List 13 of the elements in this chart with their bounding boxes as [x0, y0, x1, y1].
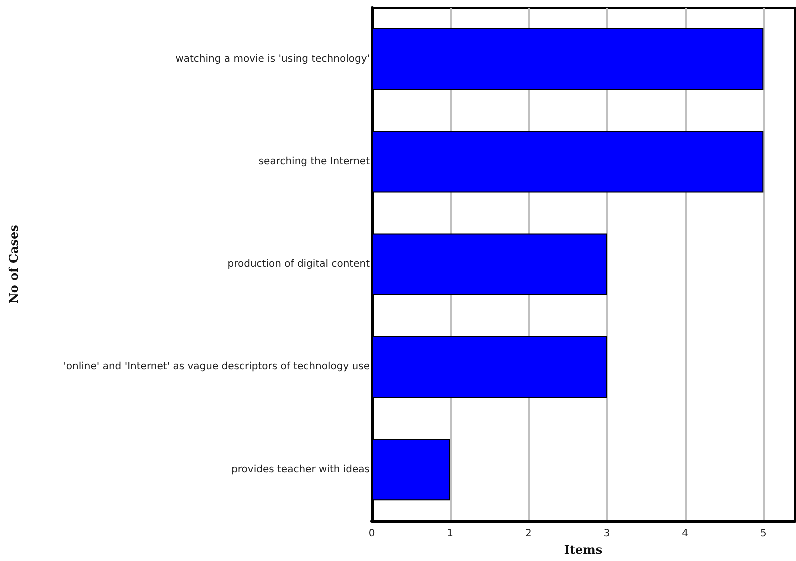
y-tick-label: watching a movie is 'using technology' — [176, 54, 370, 65]
x-tick-label: 5 — [760, 528, 767, 540]
y-tick-label: provides teacher with ideas — [232, 464, 370, 476]
y-tick-label: searching the Internet — [258, 156, 370, 168]
x-axis-title: Items — [564, 543, 603, 557]
x-tick-label: 1 — [447, 528, 454, 540]
y-tick-label: 'online' and 'Internet' as vague descriptors of technology use — [64, 362, 370, 373]
x-tick-label: 0 — [368, 528, 376, 540]
x-tick-label: 4 — [682, 528, 689, 540]
y-axis-title: No of Cases — [7, 224, 21, 304]
x-tick-label: 2 — [525, 528, 532, 540]
x-tick-label: 3 — [604, 528, 610, 540]
y-tick-label: production of digital content — [228, 259, 370, 270]
